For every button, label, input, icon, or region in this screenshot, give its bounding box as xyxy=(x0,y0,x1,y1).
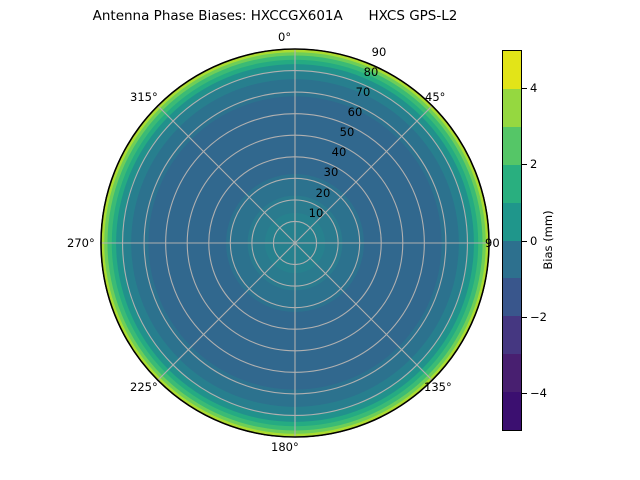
colorbar-band-5 xyxy=(503,240,521,279)
colorbar-tick-mark-1 xyxy=(522,164,527,166)
colorbar-band-3 xyxy=(503,164,521,203)
azimuth-label-180: 180° xyxy=(271,440,299,454)
angular-gridline-225 xyxy=(157,242,296,381)
azimuth-label-270: 270° xyxy=(67,236,95,250)
colorbar-band-8 xyxy=(503,354,521,393)
radial-label-90: 90 xyxy=(371,45,387,59)
polar-axes[interactable]: 0° 45° 90 135° 180° 225° 270° 315° 10 20… xyxy=(67,30,500,454)
colorbar-tick-label-1: 2 xyxy=(530,157,538,172)
colorbar-tick-mark-0 xyxy=(522,88,527,90)
colorbar-tick-mark-3 xyxy=(522,316,527,318)
colorbar-axis-label: Bias (mm) xyxy=(541,210,555,270)
radial-label-20: 20 xyxy=(315,186,331,200)
colorbar-band-7 xyxy=(503,316,521,355)
polar-contour-surface xyxy=(100,48,490,438)
angular-gridline-315 xyxy=(157,105,296,244)
colorbar-tick-label-4: −4 xyxy=(530,385,547,400)
radial-label-50: 50 xyxy=(339,125,355,139)
azimuth-label-315: 315° xyxy=(130,90,158,104)
azimuth-label-225: 225° xyxy=(130,380,158,394)
colorbar-tick-label-2: 0 xyxy=(530,233,538,248)
azimuth-label-90: 90 xyxy=(485,236,500,250)
colorbar-tick-mark-4 xyxy=(522,392,527,394)
page-title: Antenna Phase Biases: HXCCGX601A HXCS GP… xyxy=(92,8,458,24)
colorbar-band-4 xyxy=(503,202,521,241)
radial-label-70: 70 xyxy=(355,85,371,99)
colorbar-band-0 xyxy=(503,51,521,89)
radial-label-30: 30 xyxy=(323,165,339,179)
colorbar-band-6 xyxy=(503,278,521,317)
colorbar-band-1 xyxy=(503,88,521,127)
azimuth-label-45: 45° xyxy=(425,90,446,104)
radial-label-80: 80 xyxy=(363,65,379,79)
angular-gridline-135 xyxy=(294,242,433,381)
colorbar-tick-mark-2 xyxy=(522,240,527,242)
colorbar-band-9 xyxy=(503,392,521,431)
colorbar-tick-label-0: 4 xyxy=(530,81,538,96)
radial-label-40: 40 xyxy=(331,145,347,159)
colorbar-gradient xyxy=(502,50,522,431)
colorbar[interactable]: 4 2 0 −2 −4 xyxy=(502,50,547,431)
radial-label-10: 10 xyxy=(308,206,324,220)
azimuth-label-135: 135° xyxy=(424,380,452,394)
polar-rings-svg xyxy=(100,48,490,438)
azimuth-label-0: 0° xyxy=(278,30,292,44)
colorbar-band-2 xyxy=(503,126,521,165)
radial-label-60: 60 xyxy=(347,105,363,119)
polar-outline xyxy=(100,48,490,438)
angular-gridline-45 xyxy=(294,105,433,244)
colorbar-tick-label-3: −2 xyxy=(530,309,547,324)
